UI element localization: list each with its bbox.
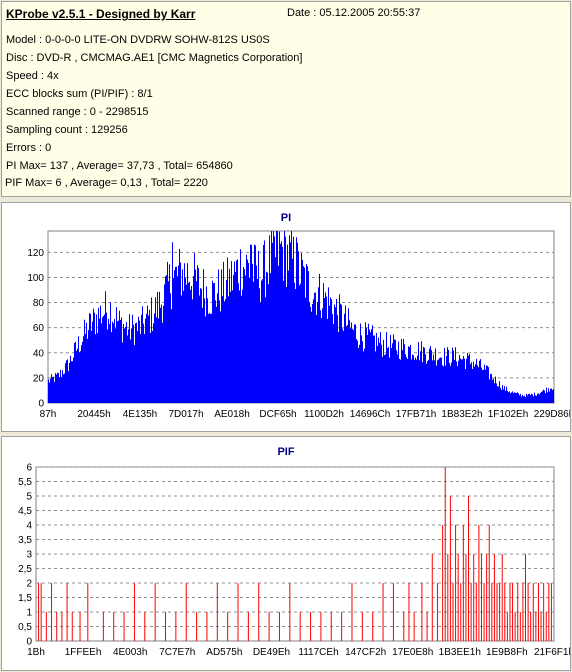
y-tick-label: 3	[26, 550, 32, 561]
info-model: Model : 0-0-0-0 LITE-ON DVDRW SOHW-812S …	[6, 34, 270, 46]
x-tick-label: 87h	[40, 409, 57, 420]
x-tick-label: 1E9B8Fh	[486, 647, 528, 658]
x-tick-label: AD575h	[206, 647, 242, 658]
x-tick-label: 21F6F1h	[534, 647, 570, 658]
y-tick-label: 0	[38, 399, 44, 410]
y-tick-label: 120	[27, 248, 44, 259]
x-tick-label: 1F102Eh	[488, 409, 529, 420]
y-tick-label: 4	[26, 521, 32, 532]
pi-chart: PI 0 20 40 60 80 100 120 87h 20445h 4E135h 7D017h AE…	[27, 212, 570, 420]
x-tick-label: 7D017h	[168, 409, 203, 420]
pif-chart: PIF 0 0,5 1 1,5 2 2,5 3 3,5 4 4,5 5 5,5 6 1Bh 1FFEEh 4E0…	[18, 446, 570, 658]
y-tick-label: 4,5	[18, 506, 32, 517]
pif-series	[38, 467, 552, 641]
y-tick-label: 1	[26, 608, 32, 619]
app-title: KProbe v2.5.1 - Designed by Karr	[6, 7, 196, 21]
x-tick-label: 1B3EE1h	[439, 647, 481, 658]
y-tick-label: 5,5	[18, 477, 32, 488]
info-pif-summary: PIF Max= 6 , Average= 0,13 , Total= 2220	[5, 177, 208, 189]
x-tick-label: 4E135h	[123, 409, 157, 420]
x-tick-label: 1FFEEh	[65, 647, 102, 658]
y-tick-label: 1,5	[18, 593, 32, 604]
info-errors: Errors : 0	[6, 142, 52, 154]
x-tick-label: AE018h	[214, 409, 250, 420]
y-tick-label: 0	[26, 637, 32, 648]
info-ecc: ECC blocks sum (PI/PIF) : 8/1	[6, 88, 153, 100]
x-tick-label: 7C7E7h	[159, 647, 195, 658]
pi-chart-panel: PI 0 20 40 60 80 100 120 87h 20445h 4E135h 7D017h AE…	[1, 202, 571, 432]
info-panel: KProbe v2.5.1 - Designed by Karr Date : …	[1, 1, 571, 197]
y-tick-label: 40	[33, 348, 45, 359]
x-tick-label: 17E0E8h	[392, 647, 433, 658]
x-tick-label: 1100D2h	[304, 409, 344, 420]
info-sampling-count: Sampling count : 129256	[6, 124, 128, 136]
info-scanned-range: Scanned range : 0 - 2298515	[6, 106, 149, 118]
y-tick-label: 0,5	[18, 622, 32, 633]
scan-date: Date : 05.12.2005 20:55:37	[287, 7, 421, 19]
x-tick-label: 147CF2h	[345, 647, 386, 658]
y-tick-label: 60	[33, 323, 45, 334]
info-pi-summary: PI Max= 137 , Average= 37,73 , Total= 65…	[6, 160, 233, 172]
pi-series	[48, 231, 554, 403]
info-disc: Disc : DVD-R , CMCMAG.AE1 [CMC Magnetics…	[6, 52, 303, 64]
info-speed: Speed : 4x	[6, 70, 59, 82]
x-tick-label: 17FB71h	[396, 409, 437, 420]
y-tick-label: 100	[27, 273, 44, 284]
chart-title: PI	[281, 212, 291, 224]
y-tick-label: 6	[26, 463, 32, 474]
pif-chart-panel: PIF 0 0,5 1 1,5 2 2,5 3 3,5 4 4,5 5 5,5 6 1Bh 1FFEEh 4E0…	[1, 436, 571, 671]
x-tick-label: 4E003h	[113, 647, 147, 658]
x-tick-label: DE49Eh	[253, 647, 290, 658]
x-tick-label: DCF65h	[259, 409, 296, 420]
y-tick-label: 2,5	[18, 564, 32, 575]
y-tick-label: 80	[33, 298, 45, 309]
x-tick-label: 20445h	[77, 409, 110, 420]
x-tick-label: 1117CEh	[298, 647, 338, 658]
y-tick-label: 5	[26, 492, 32, 503]
y-tick-label: 2	[26, 579, 32, 590]
x-tick-label: 229D86h	[534, 409, 570, 420]
chart-title: PIF	[277, 446, 294, 458]
x-tick-label: 14696Ch	[350, 409, 391, 420]
x-tick-label: 1B83E2h	[441, 409, 482, 420]
y-tick-label: 3,5	[18, 535, 32, 546]
y-tick-label: 20	[33, 373, 45, 384]
x-tick-label: 1Bh	[27, 647, 45, 658]
